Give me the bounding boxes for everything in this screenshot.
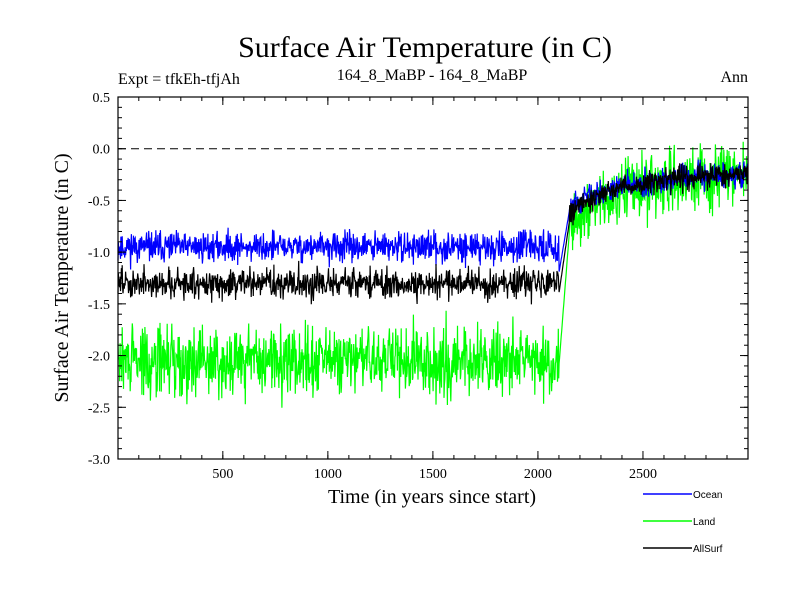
season-label: Ann — [720, 69, 748, 86]
x-tick-label: 2500 — [629, 467, 657, 482]
series-line-allsurf — [117, 162, 749, 305]
y-axis-label: Surface Air Temperature (in C) — [51, 153, 73, 402]
legend: Ocean Land AllSurf — [643, 490, 723, 555]
y-tick-label: -1.0 — [88, 246, 110, 261]
series-layer — [117, 141, 749, 408]
experiment-label: Expt = tfkEh-tfjAh — [118, 71, 240, 88]
y-tick-label: -2.5 — [88, 401, 110, 416]
x-axis-label: Time (in years since start) — [328, 486, 536, 508]
plot-frame — [117, 96, 749, 460]
x-tick-label: 500 — [212, 467, 233, 482]
chart-title: Surface Air Temperature (in C) — [238, 31, 612, 64]
y-tick-label: -2.0 — [88, 350, 110, 365]
y-tick-label: -1.5 — [88, 298, 110, 313]
y-tick-label: 0.0 — [93, 143, 111, 158]
y-tick-label: -3.0 — [88, 453, 110, 468]
y-tick-label: 0.5 — [93, 91, 111, 106]
series-line-land — [117, 141, 749, 408]
ticks-layer: -3.0 -2.5 -2.0 -1.5 -1.0 -0.5 0.0 0.5 500 1000 150… — [88, 91, 748, 482]
legend-label-land: Land — [693, 517, 715, 528]
x-tick-label: 1500 — [419, 467, 447, 482]
x-tick-label: 1000 — [314, 467, 342, 482]
legend-label-ocean: Ocean — [693, 490, 722, 501]
run-label: 164_8_MaBP - 164_8_MaBP — [337, 67, 528, 84]
legend-label-allsurf: AllSurf — [693, 544, 723, 555]
y-tick-label: -0.5 — [88, 194, 110, 209]
x-tick-label: 2000 — [524, 467, 552, 482]
